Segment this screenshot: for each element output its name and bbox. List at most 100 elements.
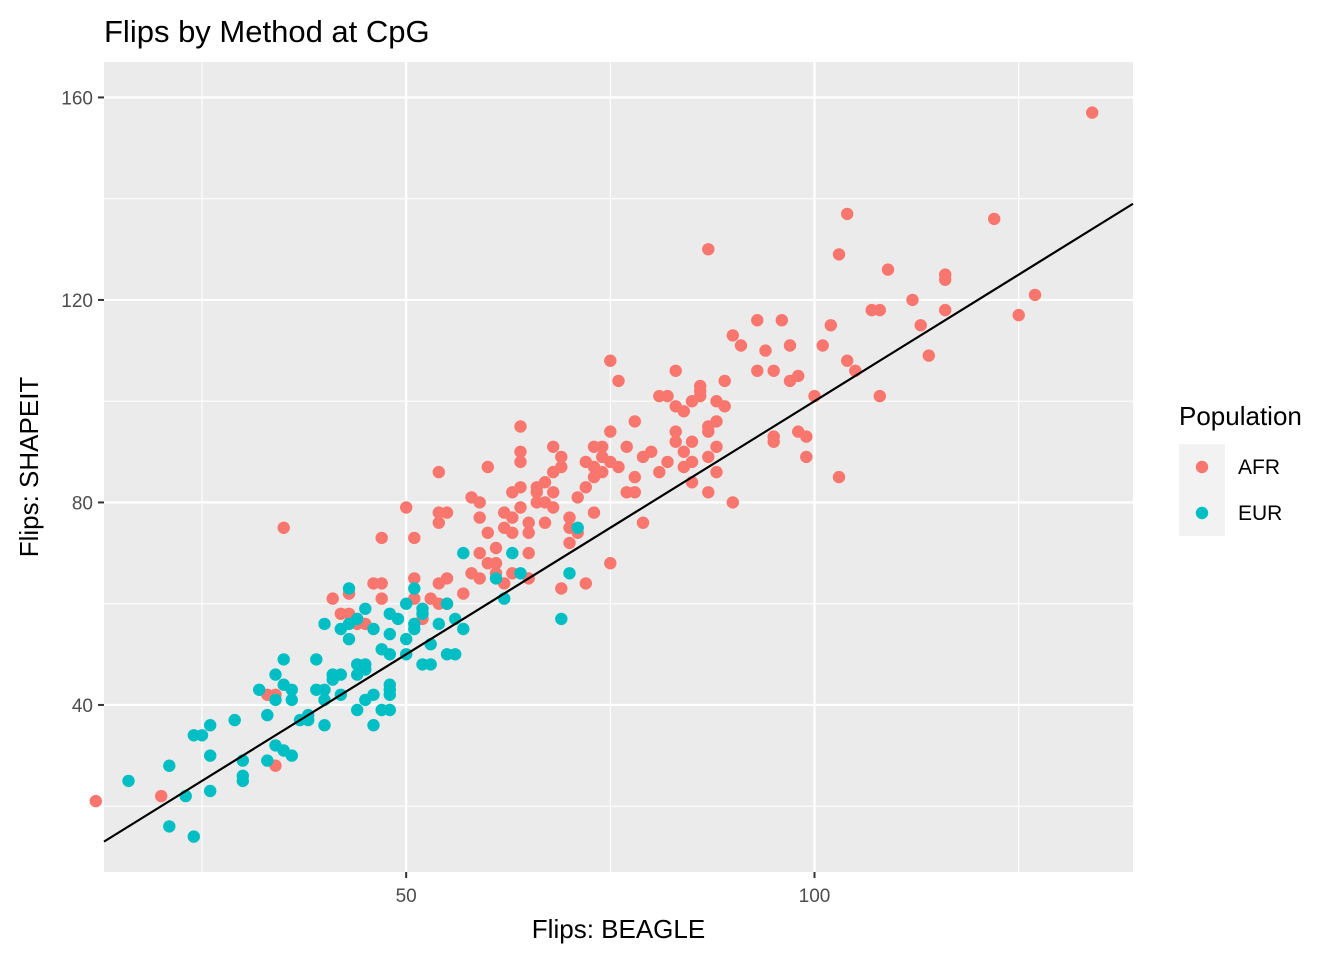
- data-points: [89, 106, 1099, 843]
- data-point-afr: [1028, 288, 1042, 302]
- data-point-afr: [604, 425, 617, 438]
- y-axis: 40 80 120 160: [61, 88, 104, 717]
- data-point-afr: [612, 460, 625, 474]
- data-point-eur: [367, 622, 380, 636]
- data-point-afr: [702, 243, 715, 256]
- legend-label-afr: AFR: [1238, 456, 1280, 479]
- data-point-eur: [424, 658, 437, 671]
- y-axis-title: Flips: SHAPEIT: [14, 377, 44, 558]
- data-point-afr: [1012, 308, 1025, 322]
- data-point-afr: [710, 415, 723, 428]
- data-point-afr: [832, 248, 846, 261]
- data-point-afr: [522, 546, 535, 560]
- data-point-eur: [367, 719, 380, 732]
- data-point-afr: [473, 496, 486, 509]
- data-point-eur: [457, 546, 470, 560]
- data-point-afr: [604, 557, 617, 570]
- data-point-afr: [702, 425, 715, 438]
- data-point-afr: [547, 501, 560, 514]
- data-point-afr: [726, 329, 739, 342]
- data-point-eur: [391, 612, 405, 626]
- data-point-afr: [645, 445, 658, 458]
- x-axis: 50 100: [396, 872, 830, 907]
- data-point-afr: [571, 491, 584, 504]
- data-point-afr: [400, 501, 413, 514]
- data-point-afr: [661, 455, 674, 469]
- data-point-afr: [751, 364, 764, 377]
- legend: Population AFR EUR: [1179, 401, 1302, 536]
- data-point-afr: [718, 374, 731, 388]
- data-point-afr: [547, 486, 560, 499]
- data-point-afr: [710, 440, 723, 453]
- reference-line: [103, 202, 1134, 843]
- y-tick-label: 40: [72, 696, 93, 717]
- major-gridlines: [104, 62, 1133, 872]
- data-point-afr: [841, 354, 854, 367]
- data-point-eur: [310, 653, 323, 666]
- data-point-afr: [751, 314, 764, 327]
- data-point-eur: [277, 653, 290, 666]
- data-point-afr: [800, 450, 813, 464]
- data-point-eur: [204, 749, 217, 762]
- data-point-eur: [195, 729, 209, 742]
- data-point-eur: [383, 688, 396, 701]
- data-point-eur: [383, 627, 396, 641]
- y-tick-label: 80: [72, 493, 93, 514]
- data-point-afr: [677, 405, 690, 418]
- data-point-eur: [285, 683, 298, 696]
- data-point-afr: [669, 435, 682, 448]
- data-point-afr: [555, 582, 568, 595]
- data-point-afr: [702, 486, 715, 499]
- data-point-afr: [514, 501, 527, 514]
- data-point-eur: [204, 719, 217, 732]
- data-point-afr: [489, 541, 503, 555]
- data-point-eur: [400, 632, 413, 646]
- data-point-afr: [677, 445, 690, 458]
- data-point-eur: [359, 602, 372, 615]
- data-point-afr: [653, 465, 666, 479]
- data-point-eur: [318, 683, 331, 696]
- data-point-afr: [792, 369, 805, 383]
- data-point-afr: [89, 794, 103, 808]
- data-point-afr: [685, 435, 699, 448]
- data-point-afr: [473, 546, 486, 560]
- data-point-afr: [506, 526, 519, 539]
- data-point-afr: [506, 511, 519, 524]
- data-point-afr: [759, 344, 772, 357]
- data-point-afr: [710, 465, 723, 479]
- data-point-afr: [522, 526, 535, 539]
- data-point-afr: [718, 400, 731, 413]
- data-point-afr: [988, 212, 1001, 226]
- data-point-eur: [261, 754, 274, 767]
- data-point-eur: [506, 546, 519, 560]
- legend-label-eur: EUR: [1238, 502, 1282, 525]
- data-point-afr: [694, 389, 707, 403]
- data-point-afr: [1086, 106, 1099, 119]
- data-point-afr: [277, 521, 290, 534]
- data-point-eur: [342, 582, 356, 595]
- data-point-afr: [873, 389, 886, 403]
- data-point-afr: [800, 430, 813, 443]
- data-point-afr: [783, 339, 797, 352]
- data-point-afr: [481, 526, 494, 539]
- data-point-eur: [122, 774, 135, 788]
- data-point-eur: [440, 597, 454, 610]
- data-point-afr: [685, 455, 699, 469]
- data-point-afr: [457, 587, 470, 600]
- data-point-eur: [400, 597, 413, 610]
- data-point-afr: [702, 450, 715, 464]
- data-point-eur: [285, 749, 298, 762]
- data-point-eur: [228, 713, 241, 727]
- legend-title: Population: [1179, 401, 1302, 431]
- data-point-afr: [914, 319, 927, 332]
- data-point-afr: [612, 374, 625, 388]
- data-point-eur: [351, 612, 364, 626]
- data-point-afr: [832, 470, 846, 484]
- x-tick-label: 50: [396, 886, 417, 907]
- data-point-afr: [547, 440, 560, 453]
- data-point-afr: [440, 506, 454, 519]
- y-tick-label: 120: [61, 291, 93, 312]
- data-point-afr: [473, 572, 486, 585]
- x-axis-title: Flips: BEAGLE: [532, 914, 705, 944]
